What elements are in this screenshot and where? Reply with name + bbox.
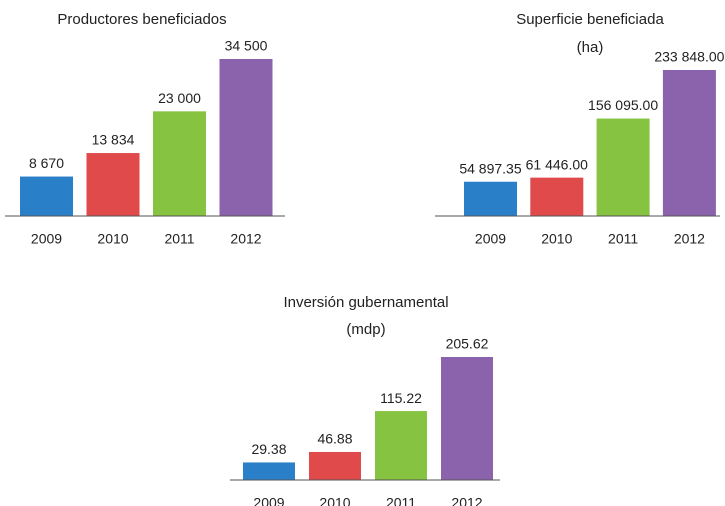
value-label: 46.88 [317, 431, 352, 447]
chart-title: Superficie beneficiada [516, 11, 664, 28]
bar [309, 451, 361, 480]
value-label: 29.38 [251, 441, 286, 457]
x-tick-label: 2012 [230, 231, 261, 247]
value-label: 13 834 [92, 132, 135, 148]
chart-subtitle: (mdp) [346, 321, 385, 338]
bar [441, 357, 493, 480]
x-tick-label: 2011 [386, 495, 416, 506]
x-tick-label: 2009 [475, 231, 506, 247]
value-label: 8 670 [29, 155, 64, 171]
bar [219, 59, 273, 216]
bar [20, 176, 73, 216]
bar [662, 70, 716, 216]
value-label: 233 848.00 [654, 49, 724, 65]
bar [530, 177, 584, 216]
value-label: 205.62 [446, 336, 489, 352]
x-tick-label: 2011 [608, 231, 638, 247]
bar [375, 411, 427, 480]
x-tick-label: 2010 [319, 495, 350, 506]
x-tick-label: 2012 [451, 495, 482, 506]
value-label: 34 500 [225, 38, 268, 54]
x-tick-label: 2010 [541, 231, 572, 247]
chart-title: Productores beneficiados [57, 11, 226, 28]
x-tick-label: 2009 [31, 231, 62, 247]
bar [243, 462, 295, 480]
bar [464, 181, 517, 216]
bar [86, 153, 140, 216]
value-label: 156 095.00 [588, 97, 658, 113]
x-tick-label: 2009 [253, 495, 284, 506]
value-label: 54 897.35 [459, 160, 521, 176]
chart-subtitle: (ha) [577, 39, 604, 56]
chart-title: Inversión gubernamental [283, 294, 448, 311]
bar [153, 111, 206, 216]
value-label: 23 000 [158, 90, 201, 106]
x-tick-label: 2012 [674, 231, 705, 247]
x-tick-label: 2011 [164, 231, 194, 247]
bar [596, 118, 650, 216]
value-label: 115.22 [380, 390, 422, 406]
x-tick-label: 2010 [97, 231, 128, 247]
value-label: 61 446.00 [526, 156, 588, 172]
